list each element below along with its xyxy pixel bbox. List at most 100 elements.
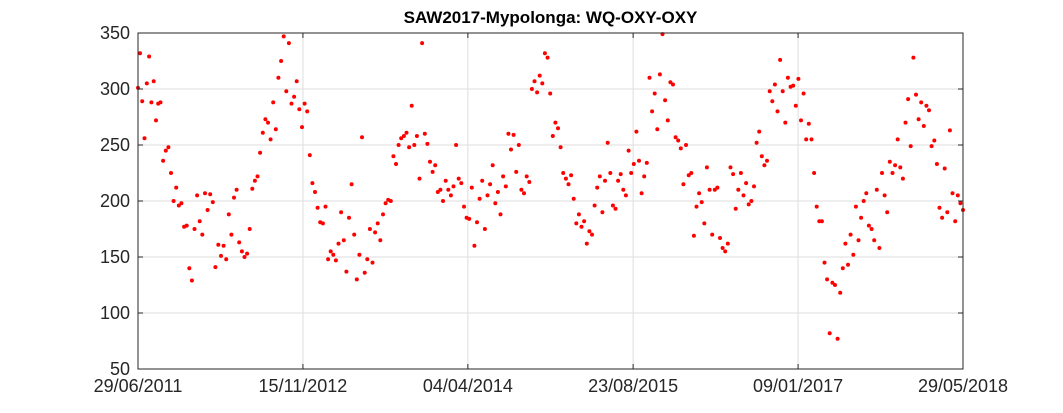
data-point xyxy=(305,109,310,114)
data-point xyxy=(673,135,678,140)
data-point xyxy=(689,171,694,175)
data-point xyxy=(266,120,270,125)
data-point xyxy=(694,204,699,209)
data-point xyxy=(595,185,600,190)
data-point xyxy=(480,178,485,183)
data-point xyxy=(655,127,660,132)
data-point xyxy=(147,54,152,59)
data-point xyxy=(357,252,362,257)
data-point xyxy=(326,257,331,262)
data-point xyxy=(707,187,712,192)
data-point xyxy=(229,232,234,237)
data-point xyxy=(621,187,626,192)
data-point xyxy=(313,190,317,194)
data-point xyxy=(401,134,406,138)
data-point xyxy=(495,190,500,194)
data-point xyxy=(799,118,803,123)
data-point xyxy=(412,143,417,147)
data-point xyxy=(404,130,409,135)
data-point xyxy=(955,193,960,198)
data-point xyxy=(947,128,952,133)
data-point xyxy=(420,41,425,46)
data-point xyxy=(331,252,336,257)
data-point xyxy=(631,162,636,166)
data-point xyxy=(176,203,181,208)
data-point xyxy=(579,224,584,229)
data-point xyxy=(252,178,257,183)
data-point xyxy=(349,182,354,187)
data-point xyxy=(806,121,811,126)
data-point xyxy=(812,171,817,175)
data-point xyxy=(647,75,652,80)
data-point xyxy=(336,241,341,246)
data-point xyxy=(793,103,798,108)
data-point xyxy=(840,266,845,271)
data-point xyxy=(435,190,440,194)
data-point xyxy=(783,120,788,125)
x-tick-label: 29/06/2011 xyxy=(94,376,183,396)
chart-title: SAW2017-Mypolonga: WQ-OXY-OXY xyxy=(404,8,698,27)
data-point xyxy=(286,41,291,46)
data-point xyxy=(757,129,762,134)
data-point xyxy=(524,174,529,179)
data-point xyxy=(752,184,756,189)
data-point xyxy=(192,227,197,231)
data-point xyxy=(778,57,783,62)
data-point xyxy=(475,220,479,225)
data-point xyxy=(932,138,937,143)
data-point xyxy=(488,182,493,187)
data-point xyxy=(681,182,686,187)
data-point xyxy=(428,159,432,164)
data-point xyxy=(754,140,759,145)
data-point xyxy=(864,191,869,196)
data-point xyxy=(281,34,286,39)
data-point xyxy=(456,176,461,181)
data-point xyxy=(140,99,145,104)
data-point xyxy=(535,90,540,95)
data-point xyxy=(391,154,396,159)
data-point xyxy=(819,219,824,224)
data-point xyxy=(919,100,924,105)
y-tick-label: 300 xyxy=(100,79,130,99)
data-point xyxy=(637,158,641,163)
data-point xyxy=(339,210,344,215)
data-point xyxy=(853,204,858,209)
data-point xyxy=(237,240,242,245)
data-point xyxy=(650,109,655,114)
data-point xyxy=(232,195,236,200)
data-point xyxy=(958,201,963,206)
data-point xyxy=(208,192,213,197)
data-point xyxy=(216,242,221,247)
data-point xyxy=(744,181,749,186)
data-point xyxy=(501,174,506,179)
data-point xyxy=(571,196,576,201)
data-point xyxy=(289,101,294,106)
data-point xyxy=(644,160,649,165)
data-point xyxy=(584,241,589,246)
data-point xyxy=(365,257,370,262)
data-point xyxy=(710,232,715,237)
data-point xyxy=(203,191,207,196)
data-point xyxy=(239,249,244,254)
data-point xyxy=(430,169,435,174)
data-point xyxy=(506,131,511,136)
data-point xyxy=(516,143,521,147)
data-point xyxy=(184,223,189,228)
data-point xyxy=(409,103,414,108)
data-point xyxy=(634,129,639,134)
data-point xyxy=(613,206,618,211)
data-point xyxy=(142,136,147,141)
data-point xyxy=(848,232,853,237)
data-point xyxy=(414,134,419,138)
axis-ticks: 50 100 150 200 250 300 350 29/06/2011 15/11/2012… xyxy=(94,23,1008,396)
data-point xyxy=(344,269,349,274)
data-point xyxy=(247,227,252,231)
data-point xyxy=(297,107,302,112)
data-point xyxy=(467,216,472,221)
data-point xyxy=(835,336,840,341)
data-point xyxy=(462,204,466,209)
data-point xyxy=(360,135,364,140)
data-point xyxy=(417,176,422,181)
data-point xyxy=(903,120,908,125)
